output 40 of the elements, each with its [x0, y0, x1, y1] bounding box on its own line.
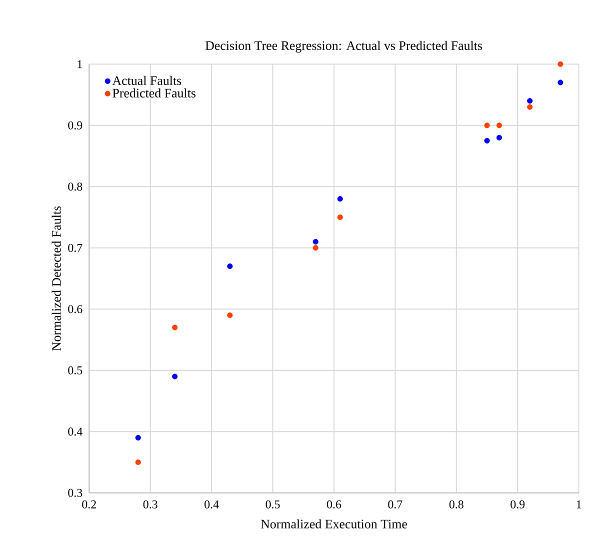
- point: [172, 374, 178, 380]
- point: [527, 104, 533, 110]
- x-tick-label: 0.5: [266, 500, 280, 508]
- x-tick-label: 1: [576, 500, 582, 508]
- point: [135, 459, 141, 466]
- x-axis-title: Normalized Execution Time: [260, 519, 408, 528]
- y-tick-label: 0.3: [68, 488, 82, 497]
- x-tick-label: 0.6: [326, 500, 342, 508]
- y-tick-label: 0.5: [68, 366, 82, 374]
- point: [496, 122, 502, 128]
- y-tick-label: 0.8: [68, 182, 82, 191]
- point: [496, 134, 502, 140]
- point: [227, 312, 233, 318]
- point: [558, 80, 564, 86]
- y-tick-label: 0.9: [68, 121, 82, 130]
- point: [172, 324, 178, 330]
- x-tick-label: 0.4: [204, 500, 219, 508]
- point: [312, 238, 318, 245]
- point: [527, 98, 533, 104]
- point: [337, 196, 343, 202]
- y-tick-label: 0.7: [68, 244, 82, 252]
- point: [227, 263, 233, 270]
- x-tick-label: 0.8: [449, 500, 464, 508]
- point: [484, 138, 490, 144]
- x-tick-label: 0.7: [388, 500, 402, 508]
- chart-title: Decision Tree Regression: Actual vs Predicted Faults: [205, 40, 482, 53]
- legend-label: Actual Faults: [112, 76, 182, 86]
- legend-label: Predicted Faults: [112, 88, 196, 98]
- x-tick-label: 0.2: [82, 500, 96, 508]
- point: [484, 122, 490, 128]
- point: [135, 434, 141, 441]
- point: [337, 214, 343, 220]
- y-axis-title: Normalized Detected Faults: [52, 206, 61, 351]
- point: [312, 245, 318, 251]
- x-tick-label: 0.3: [143, 500, 158, 508]
- y-tick-label: 0.6: [68, 305, 82, 314]
- point: [558, 61, 564, 67]
- x-tick-label: 0.9: [510, 500, 525, 508]
- y-tick-label: 0.4: [68, 428, 82, 436]
- y-tick-label: 1: [78, 60, 82, 68]
